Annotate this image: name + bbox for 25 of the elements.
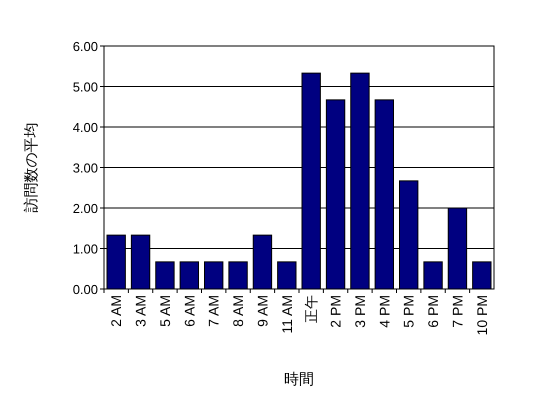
- x-tick-label: 3 PM: [352, 295, 368, 328]
- x-tick-label: 4 PM: [376, 295, 392, 328]
- x-tick-label: 3 AM: [132, 295, 149, 327]
- x-tick-label: 7 PM: [449, 295, 466, 328]
- y-tick-label: 2.00: [72, 201, 98, 216]
- x-axis-title: 時間: [284, 371, 314, 388]
- x-tick-label: 正午: [303, 295, 320, 323]
- x-tick-label: 6 AM: [181, 295, 198, 327]
- x-tick-label: 2 PM: [328, 295, 344, 328]
- y-tick-label: 3.00: [72, 160, 98, 176]
- x-tick-label: 9 AM: [254, 295, 270, 327]
- x-tick-label: 6 PM: [425, 295, 442, 328]
- x-tick-label: 10 PM: [474, 295, 490, 336]
- x-tick-label: 5 AM: [156, 295, 173, 327]
- x-tick-label: 2 AM: [108, 295, 124, 327]
- y-tick-label: 0.00: [72, 282, 98, 297]
- y-tick-label: 5.00: [72, 80, 98, 94]
- y-tick-label: 6.00: [72, 39, 98, 54]
- y-axis-title: 訪問数の平均: [23, 122, 40, 212]
- y-tick-label: 4.00: [72, 120, 98, 135]
- y-tick-label: 1.00: [72, 242, 98, 256]
- x-tick-label: 7 AM: [206, 295, 222, 327]
- x-tick-label: 11 AM: [278, 295, 295, 334]
- x-tick-label: 5 PM: [400, 295, 417, 328]
- x-tick-label: 8 AM: [230, 295, 246, 327]
